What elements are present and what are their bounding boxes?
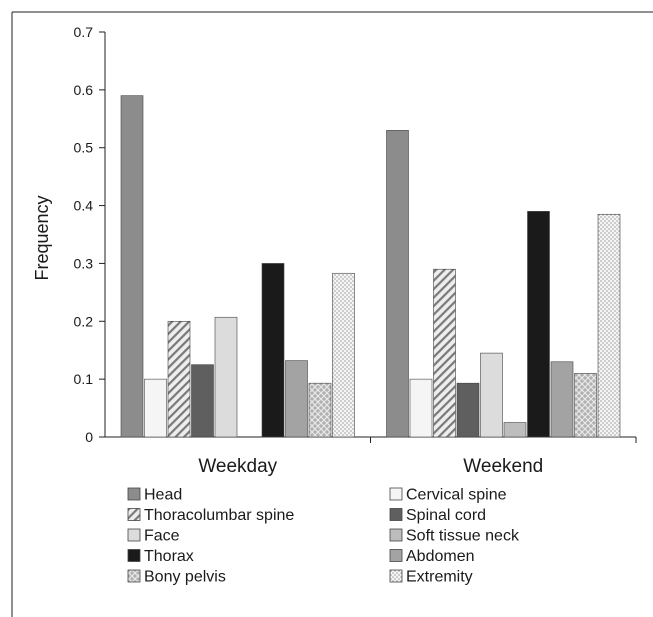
y-tick-label: 0.6 [74,82,94,98]
bar-soft-tissue-neck-weekend [503,422,527,438]
legend-item-soft-tissue-neck: Soft tissue neck [389,528,520,545]
legend-swatch [389,487,403,501]
y-tick-label: 0.4 [74,198,94,214]
legend-label: Bony pelvis [144,569,226,586]
bar-thorax-weekend [527,211,550,438]
y-tick-label: 0 [85,429,93,445]
bar-thoracolumbar-spine-weekend [433,268,456,438]
y-axis-label: Frequency [32,195,52,280]
legend-swatch [127,549,141,562]
legend-label: Thorax [144,548,194,565]
legend-item-extremity: Extremity [389,569,473,586]
figure-frame [11,11,653,617]
bar-spinal-cord-weekday [191,364,214,438]
y-tick-label: 0.2 [74,313,94,329]
legend-item-thorax: Thorax [127,548,194,565]
bar-extremity-weekend [597,213,621,438]
y-tick-label: 0.3 [74,255,94,271]
bar-face-weekday [214,316,238,438]
legend-swatch [127,569,141,583]
legend-swatch [127,487,141,501]
legend-label: Abdomen [406,548,475,565]
legend: Head Cervical spine Thoracolumbar spine Spi… [127,487,520,586]
bar-spinal-cord-weekend [456,382,480,438]
legend-swatch [389,549,403,562]
legend-item-abdomen: Abdomen [389,548,475,565]
bar-abdomen-weekday [285,360,308,438]
bar-cervical-spine-weekday [144,378,167,438]
bar-bony-pelvis-weekday [308,382,332,438]
legend-item-cervical-spine: Cervical spine [389,487,507,504]
legend-label: Cervical spine [406,487,507,504]
legend-swatch [127,528,141,542]
bars [120,95,621,438]
bar-face-weekend [480,352,503,438]
legend-label: Thoracolumbar spine [144,507,294,524]
legend-label: Soft tissue neck [406,528,520,545]
category-label-weekday: Weekday [198,456,277,477]
legend-item-thoracolumbar-spine: Thoracolumbar spine [127,507,294,524]
bar-extremity-weekday [332,272,355,438]
legend-item-spinal-cord: Spinal cord [389,507,486,524]
legend-label: Head [144,487,182,504]
y-tick-label: 0.1 [74,371,94,387]
legend-label: Spinal cord [406,507,486,524]
bar-thorax-weekday [261,263,285,438]
bar-thoracolumbar-spine-weekday [167,320,191,438]
legend-item-face: Face [127,528,180,545]
legend-swatch [389,528,403,542]
legend-swatch [389,508,403,521]
category-label-weekend: Weekend [463,456,543,477]
legend-swatch [127,508,141,521]
bar-bony-pelvis-weekend [574,373,597,438]
legend-item-bony-pelvis: Bony pelvis [127,569,226,586]
bar-abdomen-weekend [550,361,574,438]
bar-cervical-spine-weekend [409,378,433,438]
legend-label: Extremity [406,569,473,586]
y-tick-label: 0.5 [74,140,94,156]
legend-swatch [389,569,403,583]
y-tick-label: 0.7 [74,24,94,40]
bar-head-weekday [120,95,144,438]
category-labels: Weekday Weekend [198,456,543,477]
bar-head-weekend [386,130,409,438]
legend-item-head: Head [127,487,182,504]
legend-label: Face [144,528,180,545]
